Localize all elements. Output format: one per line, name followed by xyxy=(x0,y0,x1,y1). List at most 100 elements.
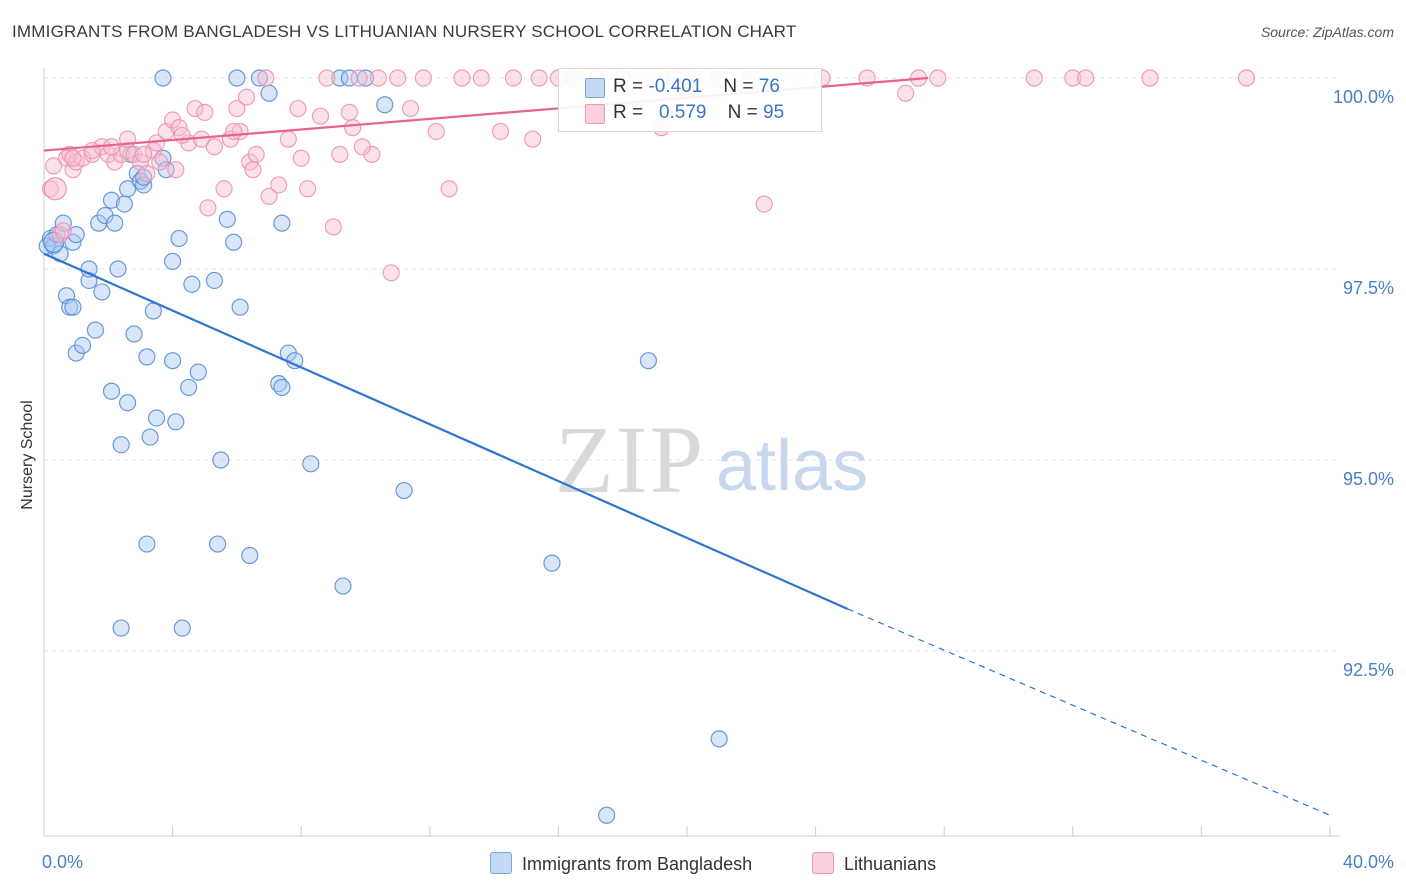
lithuanians-point-62 xyxy=(472,69,490,87)
bangladesh-point-45 xyxy=(173,619,191,637)
bangladesh-point-23 xyxy=(109,260,127,278)
bangladesh-point-44 xyxy=(170,229,188,248)
bangladesh-point-48 xyxy=(189,363,207,381)
bottom-legend-label-lithuanians: Lithuanians xyxy=(844,854,937,874)
legend-r-label: R = xyxy=(613,102,644,123)
bangladesh-point-26 xyxy=(118,394,137,412)
bangladesh-point-65 xyxy=(334,577,352,595)
legend-swatch-lithuanians xyxy=(585,104,605,124)
bangladesh-point-57 xyxy=(250,69,269,87)
lithuanians-point-3 xyxy=(54,222,72,240)
bangladesh-point-18 xyxy=(86,321,105,339)
lithuanians-point-32 xyxy=(215,180,233,198)
lithuanians-point-41 xyxy=(270,176,288,194)
lithuanians-point-49 xyxy=(331,145,349,163)
x-tick-label-max: 40.0% xyxy=(1342,852,1394,872)
bangladesh-trend-line xyxy=(43,252,849,610)
lithuanians-point-30 xyxy=(199,199,217,217)
bottom-legend-bangladesh: Immigrants from Bangladesh xyxy=(490,852,752,875)
bangladesh-point-56 xyxy=(241,546,259,565)
bangladesh-point-21 xyxy=(106,214,124,232)
lithuanians-point-84 xyxy=(1077,69,1095,87)
bangladesh-point-34 xyxy=(138,535,156,553)
bangladesh-point-47 xyxy=(183,275,201,293)
legend-swatch-bangladesh xyxy=(585,78,605,98)
lithuanians-point-48 xyxy=(324,218,342,236)
bangladesh-point-54 xyxy=(231,298,249,316)
lithuanians-point-42 xyxy=(279,130,297,148)
lithuanians-point-39 xyxy=(257,69,275,87)
bangladesh-point-71 xyxy=(543,554,561,572)
lithuanians-point-93 xyxy=(247,145,265,163)
lithuanians-point-52 xyxy=(350,69,368,87)
bangladesh-point-25 xyxy=(118,180,137,198)
lithuanians-point-85 xyxy=(1141,69,1159,87)
lithuanians-point-87 xyxy=(83,141,101,160)
bangladesh-point-22 xyxy=(115,195,133,213)
lithuanians-point-38 xyxy=(244,161,262,179)
bottom-legend-swatch-lithuanians xyxy=(812,852,834,874)
lithuanians-point-50 xyxy=(340,103,359,121)
lithuanians-point-92 xyxy=(225,122,243,141)
legend-n-label: N = xyxy=(723,76,754,97)
lithuanians-point-large xyxy=(43,177,67,201)
watermark-atlas: atlas xyxy=(716,426,868,506)
y-tick-label-97-5: 97.5% xyxy=(1342,278,1394,298)
lithuanians-point-83 xyxy=(1064,69,1082,87)
bangladesh-trend-extension xyxy=(847,608,1331,816)
lithuanians-point-79 xyxy=(897,84,915,102)
lithuanians-point-1 xyxy=(45,157,63,175)
bangladesh-point-51 xyxy=(212,451,230,469)
lithuanians-point-47 xyxy=(318,69,336,87)
lithuanians-point-21 xyxy=(151,153,169,171)
y-tick-label-95: 95.0% xyxy=(1342,469,1394,489)
bangladesh-point-10 xyxy=(64,298,82,316)
lithuanians-point-82 xyxy=(1025,69,1043,87)
bottom-legend-label-bangladesh: Immigrants from Bangladesh xyxy=(522,854,753,874)
lithuanians-point-18 xyxy=(138,164,156,183)
lithuanians-point-24 xyxy=(167,161,185,179)
lithuanians-point-81 xyxy=(929,69,947,87)
y-axis-label: Nursery School xyxy=(19,400,36,510)
lithuanians-point-65 xyxy=(524,130,542,148)
bangladesh-point-19 xyxy=(102,191,121,209)
y-tick-label-92-5: 92.5% xyxy=(1342,660,1394,680)
bangladesh-point-70 xyxy=(395,481,413,500)
lithuanians-point-29 xyxy=(196,103,214,121)
lithuanians-point-43 xyxy=(289,99,307,118)
bangladesh-point-12 xyxy=(73,336,92,354)
watermark-zip: ZIP xyxy=(555,406,705,513)
bangladesh-point-46 xyxy=(180,378,198,397)
bangladesh-point-55 xyxy=(228,69,246,87)
bangladesh-point-15 xyxy=(93,283,111,301)
bangladesh-point-64 xyxy=(302,455,320,473)
bangladesh-point-58 xyxy=(260,84,278,102)
lithuanians-point-94 xyxy=(353,138,371,156)
x-tick-label-min: 0.0% xyxy=(42,852,84,872)
lithuanians-point-31 xyxy=(205,138,223,156)
lithuanians-point-46 xyxy=(311,107,330,125)
bangladesh-point-49 xyxy=(205,271,223,290)
lithuanians-point-61 xyxy=(453,69,471,87)
bangladesh-point-74 xyxy=(598,806,616,824)
bangladesh-point-75 xyxy=(112,619,130,637)
lithuanians-point-63 xyxy=(491,122,510,141)
lithuanians-point-59 xyxy=(427,122,445,141)
bottom-legend-swatch-bangladesh xyxy=(490,852,512,874)
lithuanians-point-40 xyxy=(260,187,278,206)
lithuanians-point-44 xyxy=(292,149,310,167)
bangladesh-point-69 xyxy=(376,96,394,114)
bangladesh-point-43 xyxy=(167,413,185,431)
source-credit: Source: ZipAtlas.com xyxy=(1260,24,1394,40)
y-tick-label-100: 100.0% xyxy=(1332,87,1394,107)
bangladesh-point-73 xyxy=(710,730,728,748)
axes xyxy=(43,68,1340,837)
lithuanians-point-57 xyxy=(401,99,420,118)
bangladesh-point-52 xyxy=(218,210,236,228)
bangladesh-point-37 xyxy=(147,409,166,427)
bangladesh-point-72 xyxy=(639,352,658,370)
legend-n-label: N = xyxy=(727,102,758,123)
bangladesh-point-33 xyxy=(138,348,156,366)
grid-lines xyxy=(44,77,1340,652)
